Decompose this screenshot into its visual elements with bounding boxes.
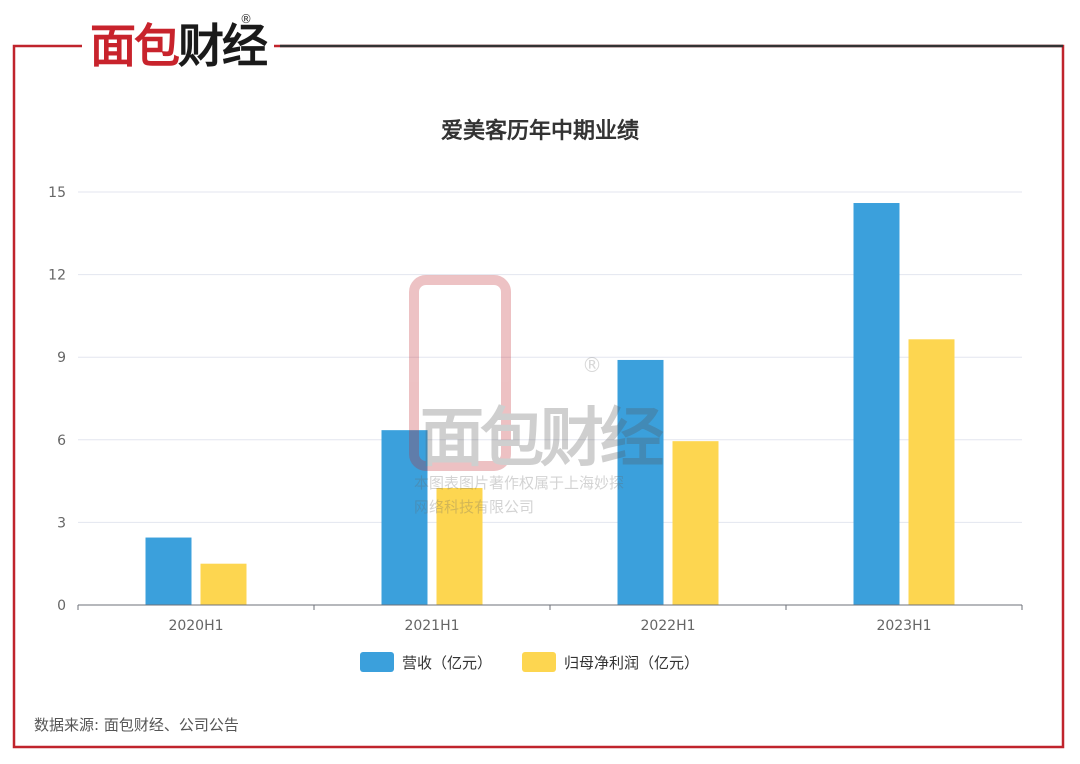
y-tick-label: 9 bbox=[57, 350, 66, 366]
y-axis-ticks: 0 3 6 9 12 15 bbox=[48, 185, 66, 614]
brand-logo: 面包财经 ® bbox=[82, 12, 274, 74]
watermark-line2: 网络科技有限公司 bbox=[414, 498, 534, 516]
legend-label: 营收（亿元） bbox=[402, 654, 492, 672]
y-tick-label: 12 bbox=[48, 268, 66, 284]
legend-label: 归母净利润（亿元） bbox=[564, 654, 699, 672]
x-tick-label: 2020H1 bbox=[168, 618, 223, 634]
x-axis: 2020H1 2021H1 2022H1 2023H1 bbox=[77, 604, 1023, 634]
bar bbox=[672, 441, 719, 605]
brand-logo-dark-text: 财经 bbox=[178, 19, 268, 73]
x-tick-label: 2023H1 bbox=[876, 618, 931, 634]
bar bbox=[853, 203, 900, 605]
chart-title: 爱美客历年中期业绩 bbox=[441, 118, 639, 144]
legend: 营收（亿元） 归母净利润（亿元） bbox=[360, 652, 699, 672]
brand-logo-red-text: 面包 bbox=[90, 19, 180, 73]
watermark-logo-box bbox=[409, 275, 511, 471]
legend-swatch bbox=[522, 652, 556, 672]
watermark-registered-mark: ® bbox=[582, 353, 602, 377]
watermark: 面包财经 ® 本图表图片著作权属于上海妙探 网络科技有限公司 bbox=[409, 275, 668, 516]
bar bbox=[436, 487, 483, 605]
bars bbox=[145, 203, 955, 605]
legend-swatch bbox=[360, 652, 394, 672]
bar bbox=[908, 339, 955, 605]
bar bbox=[145, 537, 192, 605]
bar bbox=[617, 359, 664, 605]
watermark-line1: 本图表图片著作权属于上海妙探 bbox=[414, 474, 624, 492]
x-tick-label: 2021H1 bbox=[404, 618, 459, 634]
x-tick-label: 2022H1 bbox=[640, 618, 695, 634]
watermark-logo-text: 面包财经 bbox=[420, 402, 664, 476]
y-tick-label: 3 bbox=[57, 515, 66, 531]
y-tick-label: 15 bbox=[48, 185, 66, 201]
bar bbox=[200, 563, 247, 605]
source-note: 数据来源: 面包财经、公司公告 bbox=[34, 716, 239, 734]
y-tick-label: 6 bbox=[57, 433, 66, 449]
bar bbox=[381, 430, 428, 605]
registered-mark: ® bbox=[240, 12, 252, 26]
y-tick-label: 0 bbox=[57, 598, 66, 614]
